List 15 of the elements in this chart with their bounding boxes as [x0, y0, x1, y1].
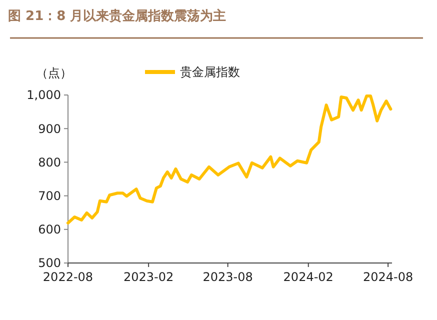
y-axis-title: （点） [36, 66, 72, 80]
x-tick-label: 2024-02 [283, 270, 334, 284]
chart-title: 图 21：8 月以来贵金属指数震荡为主 [8, 8, 226, 24]
legend-label: 贵金属指数 [180, 65, 240, 80]
y-tick-label: 700 [38, 189, 61, 203]
y-tick-label: 900 [38, 122, 61, 136]
x-tick-label: 2023-02 [123, 270, 174, 284]
y-tick-label: 1,000 [26, 88, 61, 102]
y-tick-label: 600 [38, 222, 61, 237]
y-tick-label: 500 [38, 256, 61, 270]
x-tick-label: 2024-08 [362, 270, 414, 284]
x-tick-label: 2023-08 [202, 270, 253, 284]
line-series [66, 94, 392, 225]
y-tick-label: 800 [38, 155, 61, 170]
x-tick-label: 2022-08 [42, 270, 94, 284]
